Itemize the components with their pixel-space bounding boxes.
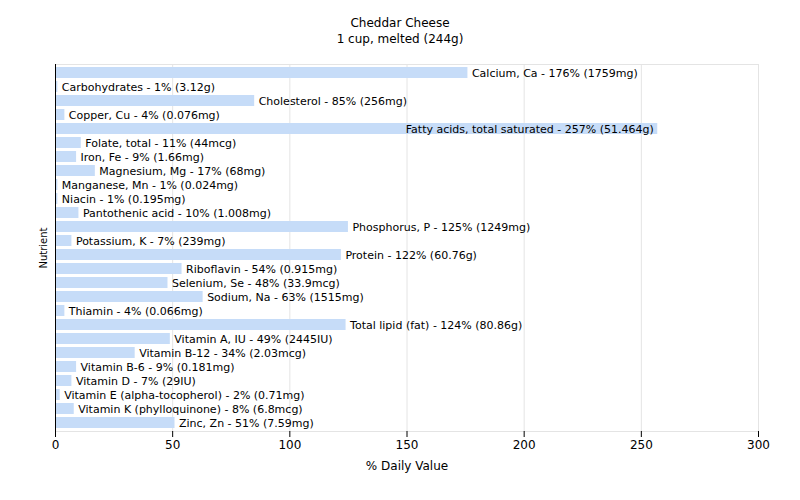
svg-text:Calcium, Ca - 176% (1759mg): Calcium, Ca - 176% (1759mg): [472, 67, 638, 80]
svg-text:Copper, Cu - 4% (0.076mg): Copper, Cu - 4% (0.076mg): [69, 109, 220, 122]
svg-text:Pantothenic acid - 10% (1.008m: Pantothenic acid - 10% (1.008mg): [83, 207, 271, 220]
svg-text:Protein - 122% (60.76g): Protein - 122% (60.76g): [345, 249, 477, 262]
svg-text:Folate, total - 11% (44mcg): Folate, total - 11% (44mcg): [85, 137, 236, 150]
svg-text:Niacin - 1% (0.195mg): Niacin - 1% (0.195mg): [62, 193, 186, 206]
html-text:1 cup, melted (244g): 1 cup, melted (244g): [336, 32, 464, 46]
svg-text:Iron, Fe - 9% (1.66mg): Iron, Fe - 9% (1.66mg): [81, 151, 204, 164]
svg-text:300: 300: [747, 438, 770, 452]
svg-text:50: 50: [165, 438, 180, 452]
svg-text:% Daily Value: % Daily Value: [366, 459, 448, 473]
svg-text:Zinc, Zn - 51% (7.59mg): Zinc, Zn - 51% (7.59mg): [179, 417, 314, 430]
svg-text:Carbohydrates - 1% (3.12g): Carbohydrates - 1% (3.12g): [62, 81, 215, 94]
svg-text:150: 150: [396, 438, 419, 452]
svg-text:Riboflavin - 54% (0.915mg): Riboflavin - 54% (0.915mg): [186, 263, 337, 276]
svg-text:Vitamin A, IU - 49% (2445IU): Vitamin A, IU - 49% (2445IU): [174, 333, 332, 346]
svg-text:100: 100: [278, 438, 301, 452]
svg-text:Vitamin E (alpha-tocopherol) -: Vitamin E (alpha-tocopherol) - 2% (0.71m…: [64, 389, 304, 402]
svg-text:Sodium, Na - 63% (1515mg): Sodium, Na - 63% (1515mg): [207, 291, 364, 304]
svg-text:Selenium, Se - 48% (33.9mcg): Selenium, Se - 48% (33.9mcg): [172, 277, 340, 290]
svg-text:Manganese, Mn - 1% (0.024mg): Manganese, Mn - 1% (0.024mg): [62, 179, 238, 192]
svg-text:Phosphorus, P - 125% (1249mg): Phosphorus, P - 125% (1249mg): [352, 221, 530, 234]
svg-text:Total lipid (fat) - 124% (80.8: Total lipid (fat) - 124% (80.86g): [349, 319, 522, 332]
html-text:Cheddar Cheese: Cheddar Cheese: [350, 16, 450, 30]
svg-text:Potassium, K - 7% (239mg): Potassium, K - 7% (239mg): [76, 235, 226, 248]
svg-text:Magnesium, Mg - 17% (68mg): Magnesium, Mg - 17% (68mg): [99, 165, 265, 178]
svg-text:Vitamin K (phylloquinone) - 8%: Vitamin K (phylloquinone) - 8% (6.8mcg): [78, 403, 302, 416]
svg-text:Thiamin - 4% (0.066mg): Thiamin - 4% (0.066mg): [68, 305, 203, 318]
svg-text:200: 200: [513, 438, 536, 452]
svg-text:250: 250: [630, 438, 653, 452]
svg-text:Nutrient: Nutrient: [38, 227, 49, 268]
svg-text:Vitamin B-6 - 9% (0.181mg): Vitamin B-6 - 9% (0.181mg): [81, 361, 235, 374]
svg-text:Vitamin B-12 - 34% (2.03mcg): Vitamin B-12 - 34% (2.03mcg): [139, 347, 306, 360]
svg-text:Fatty acids, total saturated -: Fatty acids, total saturated - 257% (51.…: [406, 123, 654, 136]
svg-text:Vitamin D - 7% (29IU): Vitamin D - 7% (29IU): [76, 375, 196, 388]
svg-text:0: 0: [52, 438, 60, 452]
svg-text:Cholesterol - 85% (256mg): Cholesterol - 85% (256mg): [259, 95, 407, 108]
